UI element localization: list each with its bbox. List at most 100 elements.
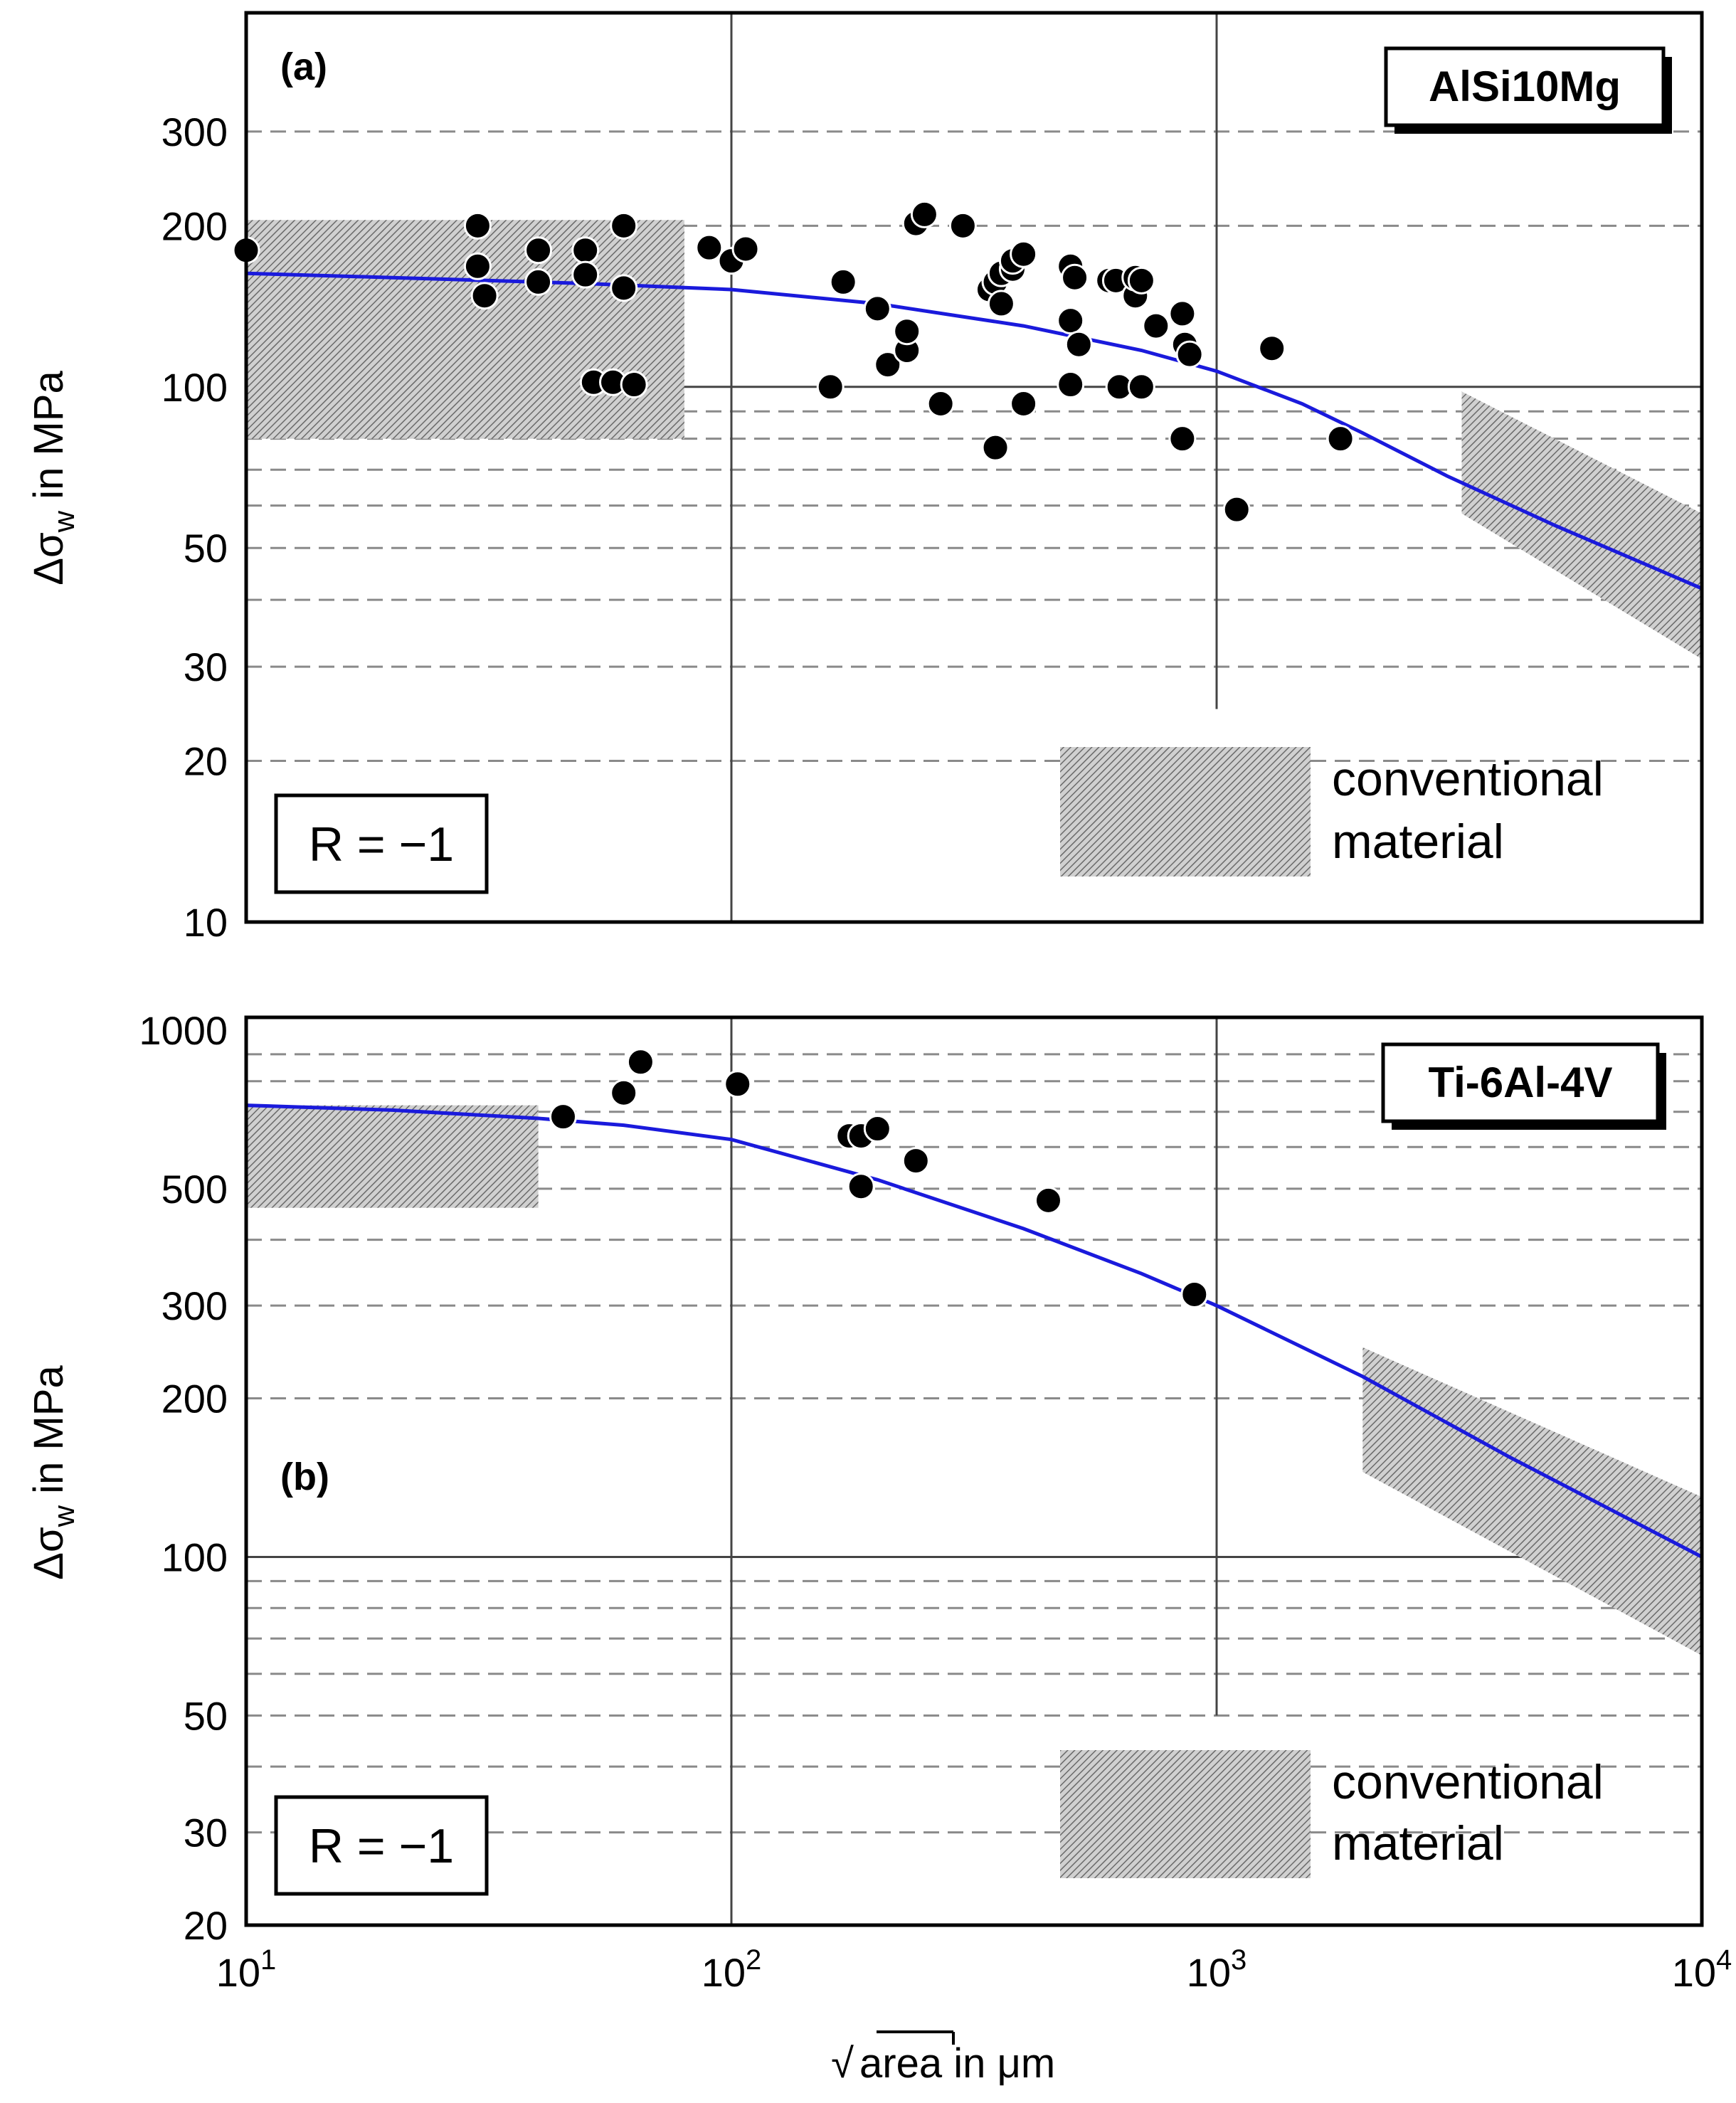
panel-b-curve (245, 1103, 1703, 1559)
y-tick-label: 20 (184, 1903, 228, 1948)
panel-a-y-axis-title: Δσw in MPa (26, 371, 80, 586)
data-point (1168, 300, 1197, 328)
panel-a-ratio-box: R = −1 (274, 793, 489, 894)
y-tick-label: 300 (162, 110, 228, 154)
data-point (1326, 425, 1355, 453)
data-point (626, 1048, 655, 1076)
panel-b-y-axis-title: Δσw in MPa (26, 1365, 80, 1580)
x-tick-label: 101 (216, 1944, 277, 1995)
data-point (863, 1115, 891, 1143)
data-point (874, 351, 902, 379)
data-point (1222, 495, 1251, 524)
y-tick-label: 1000 (139, 1008, 228, 1053)
data-point (731, 235, 760, 263)
data-point (610, 1079, 638, 1107)
data-point (816, 373, 845, 401)
y-tick-label: 50 (184, 1693, 228, 1738)
panel-a-legend-line1: conventional (1332, 752, 1604, 806)
panel-a-shaded-regions (246, 220, 1702, 659)
panel-a-y-ticks: 10 20 30 50 100 200 300 (162, 110, 228, 945)
panel-a-legend: conventional material (1060, 747, 1604, 876)
panel-b-legend-swatch (1060, 1750, 1311, 1878)
data-point (610, 274, 638, 302)
data-point (1127, 266, 1155, 295)
data-point (910, 200, 938, 228)
y-tick-label: 200 (162, 1377, 228, 1421)
data-point (470, 282, 499, 310)
panel-b-material-text: Ti-6Al-4V (1429, 1059, 1613, 1106)
data-point (463, 211, 492, 240)
data-point (571, 236, 600, 265)
y-tick-label: 50 (184, 526, 228, 571)
panel-b-legend-line1: conventional (1332, 1755, 1604, 1809)
y-tick-label: 30 (184, 645, 228, 689)
data-point (1175, 340, 1204, 369)
panel-b-grid (246, 1017, 1702, 1925)
data-point (1258, 334, 1286, 363)
y-tick-label: 500 (162, 1167, 228, 1212)
y-tick-label: 100 (162, 365, 228, 410)
data-point (695, 233, 724, 262)
panel-a-material-label: AlSi10Mg (1384, 46, 1672, 134)
data-point (926, 389, 955, 418)
shaded-region (246, 1105, 539, 1208)
data-point (863, 295, 891, 323)
data-point (1061, 263, 1089, 292)
x-axis-title: √ area in μm (831, 2030, 1055, 2087)
shaded-region (1461, 391, 1702, 659)
x-tick-label: 102 (702, 1944, 762, 1995)
data-point (571, 260, 600, 289)
data-point (1057, 371, 1085, 399)
data-point (724, 1070, 752, 1098)
panel-b-tag: (b) (280, 1456, 329, 1498)
y-tick-label: 10 (184, 900, 228, 945)
panel-a: 10 20 30 50 100 200 300 (a) AlSi10Mg R = −1 co… (26, 11, 1704, 945)
x-axis-sqrt-symbol: √ (831, 2040, 854, 2087)
x-axis-title-text: area in μm (859, 2040, 1055, 2087)
panel-b-material-label: Ti-6Al-4V (1381, 1042, 1666, 1130)
data-point (1180, 1280, 1209, 1308)
y-tick-label: 300 (162, 1283, 228, 1328)
data-point (620, 371, 648, 399)
panel-b-ratio-text: R = −1 (309, 1819, 454, 1873)
panel-b-legend: conventional material (1060, 1750, 1604, 1878)
data-point (463, 252, 492, 280)
data-point (524, 267, 553, 296)
y-tick-label: 100 (162, 1535, 228, 1579)
panel-b-y-ticks: 20 30 50 100 200 300 500 1000 (139, 1008, 228, 1948)
y-tick-label: 30 (184, 1811, 228, 1855)
panel-b-frame (244, 1015, 1704, 1927)
data-point (981, 433, 1010, 462)
data-point (1064, 330, 1093, 359)
data-point (893, 317, 921, 346)
fit-curve (245, 1103, 1703, 1559)
panel-b-ratio-box: R = −1 (274, 1795, 489, 1896)
data-point (987, 290, 1015, 318)
x-tick-label: 103 (1187, 1944, 1247, 1995)
panel-a-material-text: AlSi10Mg (1429, 63, 1621, 110)
panel-a-legend-swatch (1060, 747, 1311, 876)
panel-b-legend-line2: material (1332, 1816, 1504, 1870)
data-point (1142, 312, 1170, 340)
data-point (1127, 373, 1155, 401)
data-point (847, 1172, 875, 1201)
x-axis-tick-labels: 101 102 103 104 (216, 1944, 1732, 1995)
y-tick-label: 20 (184, 739, 228, 784)
data-point (524, 236, 553, 265)
panel-b: 20 30 50 100 200 300 500 1000 (b) Ti-6Al-4V R =… (26, 1008, 1704, 1948)
x-tick-label: 104 (1672, 1944, 1732, 1995)
data-point (948, 211, 977, 240)
y-tick-label: 200 (162, 203, 228, 248)
data-point (1168, 425, 1197, 453)
panel-a-frame (244, 11, 1704, 924)
data-point (1010, 240, 1038, 268)
panel-b-points (549, 1048, 1209, 1308)
data-point (1057, 307, 1085, 335)
panel-a-ratio-text: R = −1 (309, 817, 454, 872)
panel-a-tag: (a) (280, 46, 327, 88)
data-point (1034, 1186, 1062, 1214)
panel-a-points (232, 200, 1355, 524)
data-point (829, 267, 857, 296)
data-point (901, 1147, 930, 1175)
